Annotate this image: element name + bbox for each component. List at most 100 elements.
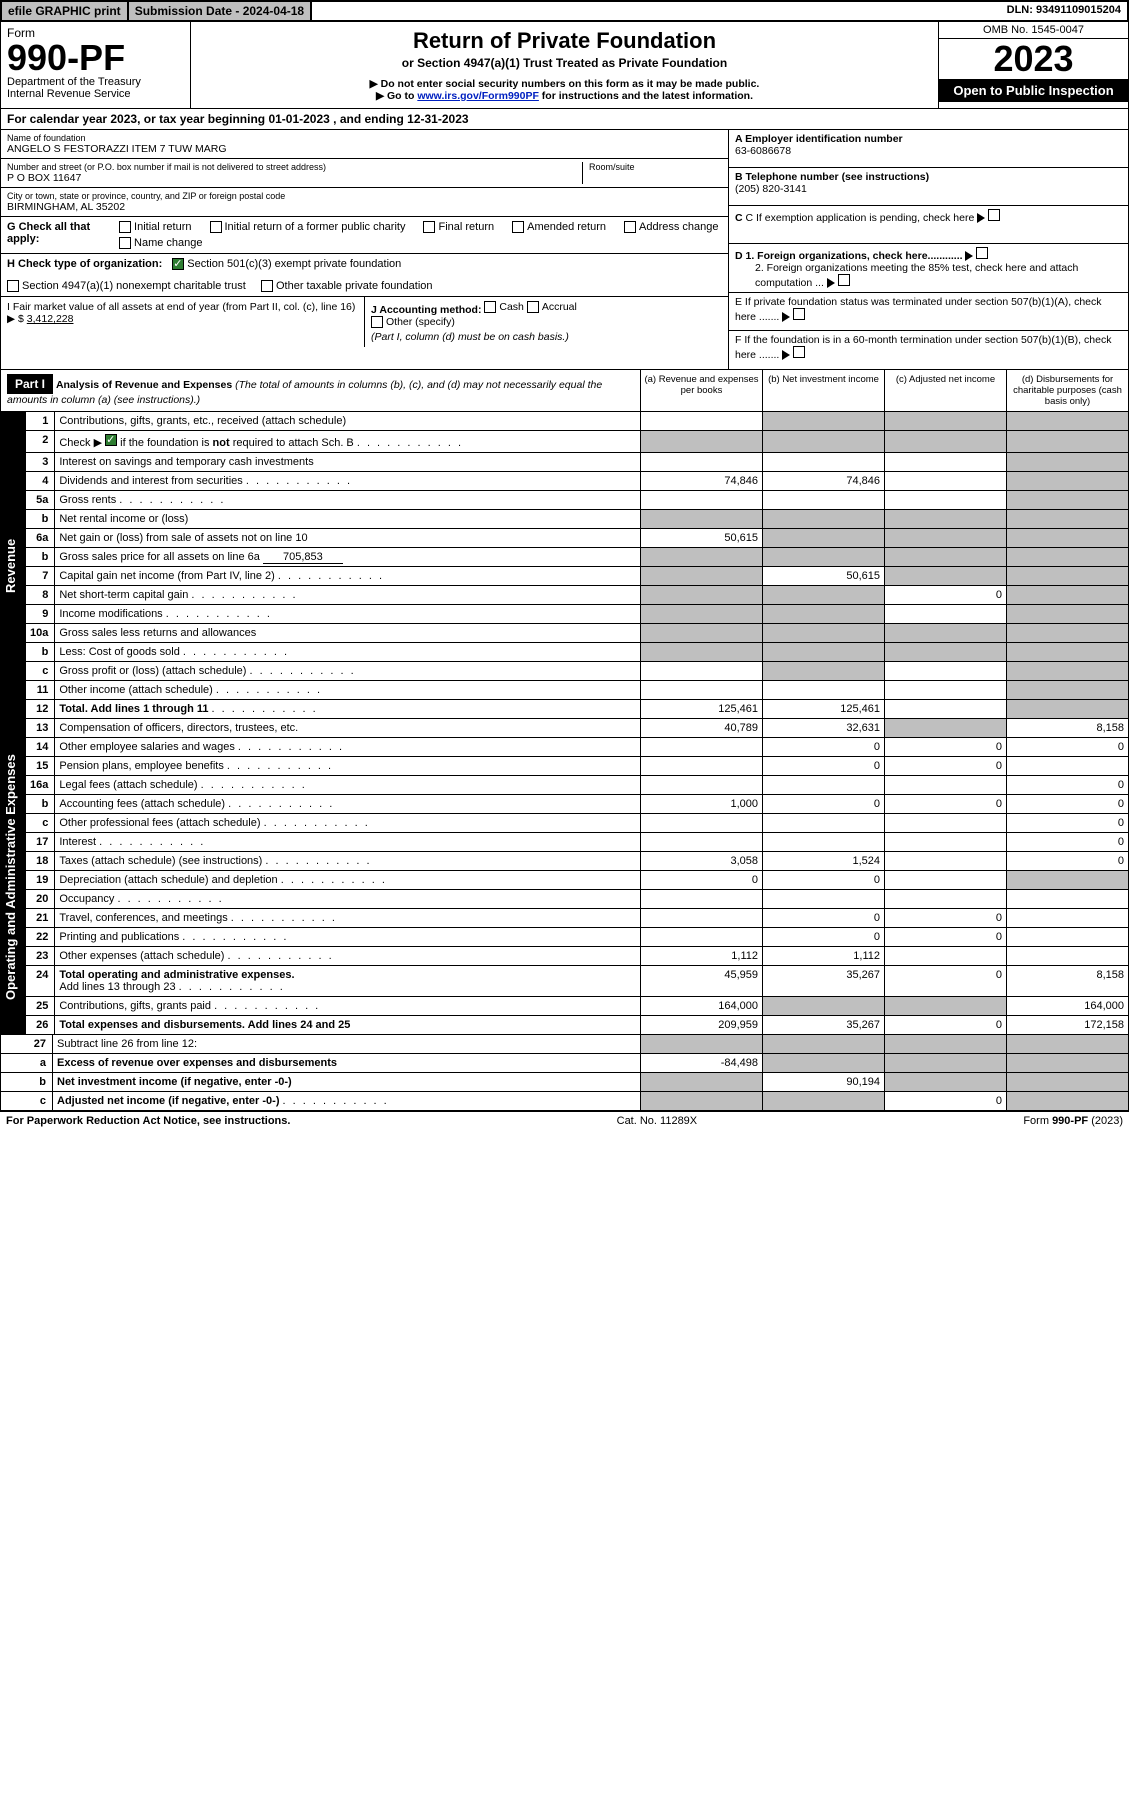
dept-line-2: Internal Revenue Service [7,88,184,100]
line27-table: 27Subtract line 26 from line 12: aExcess… [0,1035,1129,1111]
part1-header-row: Part I Analysis of Revenue and Expenses … [0,370,1129,412]
row-label: Depreciation (attach schedule) and deple… [55,871,641,890]
cell-value: 172,158 [1007,1016,1129,1035]
row-label: Other income (attach schedule) [55,681,641,700]
cell-value: 0 [885,928,1007,947]
cell-value: 50,615 [641,529,763,548]
open-to-public: Open to Public Inspection [939,79,1128,102]
cell-value: 0 [763,909,885,928]
chk-initial-former-public[interactable]: Initial return of a former public charit… [210,221,406,233]
chk-amended-return[interactable]: Amended return [512,221,606,233]
cell-value: 0 [885,1016,1007,1035]
chk-label: Section 501(c)(3) exempt private foundat… [187,258,401,270]
row-label: Less: Cost of goods sold [55,643,641,662]
chk-initial-return[interactable]: Initial return [119,221,191,233]
header-right: OMB No. 1545-0047 2023 Open to Public In… [938,22,1128,108]
cell-value: 0 [885,757,1007,776]
cell-value: 35,267 [763,1016,885,1035]
cell-value: 74,846 [641,472,763,491]
header-center: Return of Private Foundation or Section … [191,22,938,108]
cell-value: 45,959 [641,966,763,997]
h-check-row: H Check type of organization: Section 50… [1,254,728,297]
table-row: bAccounting fees (attach schedule) 1,000… [26,795,1129,814]
table-row: 15Pension plans, employee benefits 00 [26,757,1129,776]
arrow-icon [827,278,835,288]
table-row: 18Taxes (attach schedule) (see instructi… [26,852,1129,871]
cell-value: 0 [1007,776,1129,795]
c-label: C If exemption application is pending, c… [746,212,975,224]
table-row: 7Capital gain net income (from Part IV, … [26,567,1129,586]
chk-d1[interactable] [976,247,988,259]
submission-date: Submission Date - 2024-04-18 [129,2,312,20]
footer-right: Form 990-PF (2023) [1023,1115,1123,1127]
phone-cell: B Telephone number (see instructions) (2… [729,168,1128,206]
chk-other-method[interactable]: Other (specify) [371,316,455,328]
addr-label: Number and street (or P.O. box number if… [7,162,582,172]
cell-value: 35,267 [763,966,885,997]
chk-final-return[interactable]: Final return [423,221,494,233]
chk-f[interactable] [793,346,805,358]
chk-label: Initial return [134,221,191,233]
table-row: 1Contributions, gifts, grants, etc., rec… [26,412,1129,431]
f-cell: F If the foundation is in a 60-month ter… [729,331,1128,369]
table-row: 3Interest on savings and temporary cash … [26,453,1129,472]
row-label: Taxes (attach schedule) (see instruction… [55,852,641,871]
cell-value: 74,846 [763,472,885,491]
top-bar: efile GRAPHIC print Submission Date - 20… [0,0,1129,22]
table-row: 24Total operating and administrative exp… [26,966,1129,997]
cell-value: 0 [885,966,1007,997]
chk-501c3[interactable]: Section 501(c)(3) exempt private foundat… [172,258,401,270]
row-label: Subtract line 26 from line 12: [53,1035,641,1054]
cell-value: 0 [1007,852,1129,871]
foundation-name-cell: Name of foundation ANGELO S FESTORAZZI I… [1,130,728,159]
row-label: Accounting fees (attach schedule) [55,795,641,814]
cell-value: 1,000 [641,795,763,814]
cell-value: 0 [763,738,885,757]
chk-d2[interactable] [838,274,850,286]
footer-left: For Paperwork Reduction Act Notice, see … [6,1115,290,1127]
col-a-head: (a) Revenue and expenses per books [640,370,762,411]
chk-4947a1[interactable]: Section 4947(a)(1) nonexempt charitable … [7,280,722,292]
chk-c[interactable] [988,209,1000,221]
chk-name-change[interactable]: Name change [119,237,203,249]
table-row: cGross profit or (loss) (attach schedule… [26,662,1129,681]
cell-value: 1,112 [763,947,885,966]
a-label: A Employer identification number [735,133,903,145]
cell-value: 0 [1007,795,1129,814]
ein-value: 63-6086678 [735,145,791,157]
row-label: Dividends and interest from securities [55,472,641,491]
row-label: Occupancy [55,890,641,909]
table-row: 16aLegal fees (attach schedule) 0 [26,776,1129,795]
efile-print-button[interactable]: efile GRAPHIC print [2,2,129,20]
arrow-icon [782,312,790,322]
chk-e[interactable] [793,308,805,320]
row-label: Adjusted net income (if negative, enter … [53,1092,641,1111]
header-left: Form 990-PF Department of the Treasury I… [1,22,191,108]
row-label: Net rental income or (loss) [55,510,641,529]
table-row: 26Total expenses and disbursements. Add … [26,1016,1129,1035]
chk-address-change[interactable]: Address change [624,221,719,233]
chk-accrual[interactable]: Accrual [527,301,577,313]
goto-line: ▶ Go to www.irs.gov/Form990PF for instru… [197,90,932,102]
form-header: Form 990-PF Department of the Treasury I… [0,22,1129,109]
arrow-icon [965,251,973,261]
gross-sales-value: 705,853 [263,551,343,564]
ssn-warning: ▶ Do not enter social security numbers o… [197,78,932,90]
cell-value: 1,112 [641,947,763,966]
row-label: Contributions, gifts, grants paid [55,997,641,1016]
c-cell: C C If exemption application is pending,… [729,206,1128,244]
cell-value: 0 [885,1092,1007,1111]
chk-cash[interactable]: Cash [484,301,524,313]
chk-label: Accrual [542,301,577,313]
arrow-icon [977,213,985,223]
chk-sch-b[interactable] [105,434,117,446]
table-row: 19Depreciation (attach schedule) and dep… [26,871,1129,890]
form-990pf-link[interactable]: www.irs.gov/Form990PF [417,90,539,102]
row-label: Other expenses (attach schedule) [55,947,641,966]
row-label: Capital gain net income (from Part IV, l… [55,567,641,586]
table-row: 23Other expenses (attach schedule) 1,112… [26,947,1129,966]
phone-value: (205) 820-3141 [735,183,807,195]
f-label: F If the foundation is in a 60-month ter… [735,334,1111,361]
form-subtitle: or Section 4947(a)(1) Trust Treated as P… [197,56,932,70]
street-address: P O BOX 11647 [7,172,582,184]
